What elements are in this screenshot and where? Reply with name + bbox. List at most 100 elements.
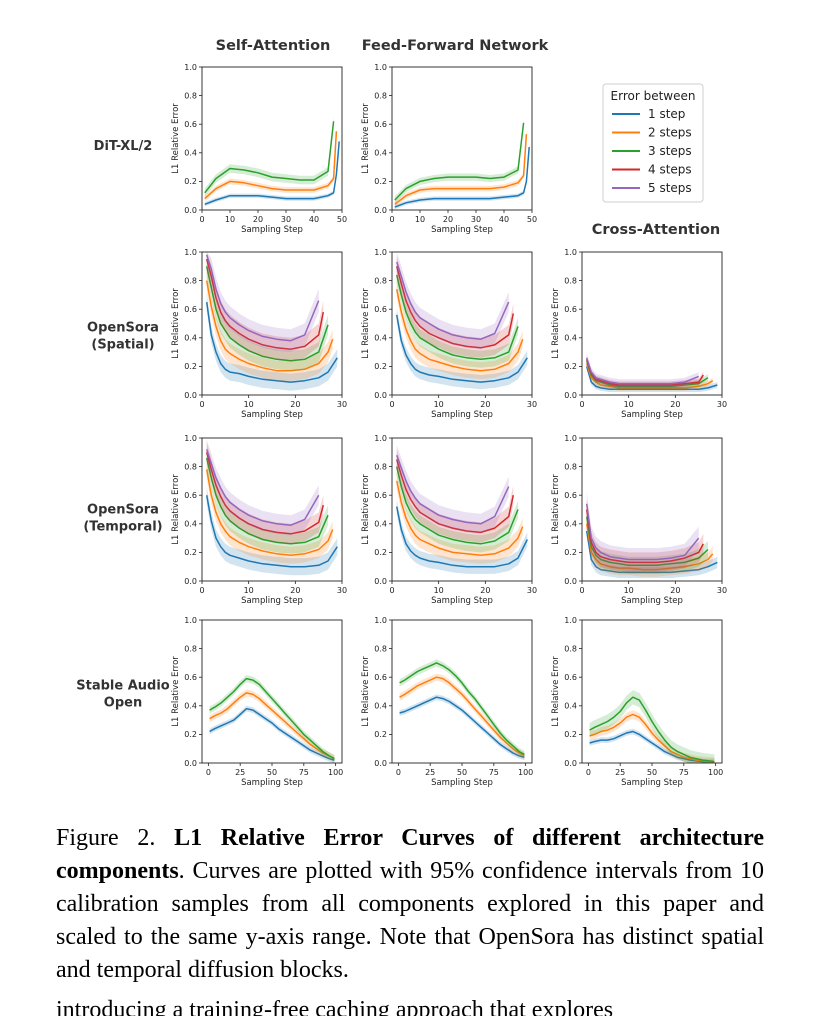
- x-tick-label: 0: [206, 768, 211, 777]
- ci-band: [586, 353, 699, 388]
- y-tick-label: 0.8: [374, 462, 387, 471]
- x-tick-label: 25: [615, 768, 625, 777]
- legend-entry: 3 steps: [648, 144, 692, 158]
- axes-frame: [391, 437, 533, 582]
- series-line: [589, 713, 715, 763]
- series-line: [585, 360, 709, 388]
- ci-band: [399, 659, 525, 758]
- series-line: [395, 314, 528, 383]
- x-tick-label: 100: [328, 768, 343, 777]
- row-label: (Temporal): [83, 520, 162, 535]
- ci-band: [206, 252, 324, 361]
- series-line: [205, 469, 334, 557]
- y-tick-label: 0.2: [374, 177, 387, 186]
- legend: Error between 1 step 2 steps 3 steps 4 steps…: [602, 83, 704, 203]
- x-tick-label: 75: [489, 768, 499, 777]
- series-line: [395, 261, 510, 340]
- panel-dit_ffn: 0.0 0.2 0.4 0.6 0.8 1.0 0 10 20 30 40 50 Sampling St…: [361, 63, 537, 235]
- x-tick-label: 50: [337, 215, 347, 224]
- x-tick-label: 100: [518, 768, 533, 777]
- y-tick-label: 0.6: [374, 305, 387, 314]
- caption-bold: L1 Relative Error Curves of different ar…: [56, 825, 764, 884]
- ci-band: [206, 439, 319, 536]
- ci-band: [204, 128, 337, 202]
- ci-band: [206, 460, 333, 564]
- x-tick-label: 20: [670, 586, 680, 595]
- y-tick-label: 0.2: [374, 730, 387, 739]
- caption-label: Figure 2.: [56, 825, 156, 851]
- row-label: OpenSora: [87, 321, 159, 336]
- y-tick-label: 0.8: [374, 276, 387, 285]
- panel-os_tp_sa: 0.0 0.2 0.4 0.6 0.8 1.0 0 10 20 30 Sampling Step L1…: [171, 434, 347, 606]
- series-line: [394, 134, 528, 205]
- column-titles: Self-Attention Feed-Forward Network Cross-…: [216, 38, 721, 238]
- y-tick-label: 0.2: [564, 548, 577, 557]
- x-tick-label: 75: [299, 768, 309, 777]
- x-tick-label: 0: [389, 400, 394, 409]
- chart-panels: 0.0 0.2 0.4 0.6 0.8 1.0 0 10 20 30 40 50 Sampling St…: [171, 63, 727, 788]
- x-tick-label: 20: [480, 586, 490, 595]
- ci-band: [586, 360, 713, 391]
- series-line: [399, 662, 525, 756]
- y-tick-label: 0.4: [564, 334, 577, 343]
- axes-frame: [201, 66, 343, 211]
- x-tick-label: 40: [499, 215, 509, 224]
- x-axis-label: Sampling Step: [431, 410, 493, 420]
- ci-band: [206, 256, 328, 371]
- panel-os_sp_ffn: 0.0 0.2 0.4 0.6 0.8 1.0 0 10 20 30 Sampling Step L1…: [361, 248, 537, 420]
- x-tick-label: 10: [624, 586, 634, 595]
- ci-band: [586, 492, 699, 571]
- y-tick-label: 0.4: [374, 520, 387, 529]
- y-tick-label: 0.4: [374, 702, 387, 711]
- x-tick-label: 20: [290, 400, 300, 409]
- series-line: [395, 454, 510, 525]
- series-line: [204, 121, 335, 194]
- y-tick-label: 1.0: [184, 63, 197, 72]
- y-tick-label: 0.0: [184, 391, 197, 400]
- ci-band: [396, 499, 528, 574]
- ci-band: [396, 307, 528, 390]
- series-line: [585, 357, 699, 385]
- y-tick-label: 0.2: [374, 362, 387, 371]
- ci-band: [399, 694, 525, 761]
- x-tick-label: 100: [708, 768, 723, 777]
- x-tick-label: 0: [389, 215, 394, 224]
- y-axis-label: L1 Relative Error: [171, 474, 181, 545]
- y-tick-label: 0.0: [374, 759, 387, 768]
- ci-band: [586, 499, 704, 573]
- x-tick-label: 30: [527, 400, 537, 409]
- y-axis-label: L1 Relative Error: [361, 474, 371, 545]
- x-tick-label: 0: [199, 586, 204, 595]
- row-label: Open: [104, 696, 142, 711]
- panel-os_sp_sa: 0.0 0.2 0.4 0.6 0.8 1.0 0 10 20 30 Sampling Step L1…: [171, 248, 347, 420]
- axes-frame: [201, 619, 343, 764]
- series-line: [205, 449, 320, 526]
- y-tick-label: 0.0: [564, 391, 577, 400]
- panel-os_tp_ffn: 0.0 0.2 0.4 0.6 0.8 1.0 0 10 20 30 Sampling Step L1…: [361, 434, 537, 606]
- series-line: [585, 359, 704, 386]
- series-line: [395, 266, 515, 349]
- series-line: [585, 366, 718, 391]
- x-tick-label: 10: [415, 215, 425, 224]
- series-line: [205, 254, 320, 342]
- x-tick-label: 50: [527, 215, 537, 224]
- ci-band: [206, 293, 338, 391]
- y-tick-label: 0.4: [564, 702, 577, 711]
- x-tick-label: 20: [480, 400, 490, 409]
- row-label: Stable Audio: [76, 679, 170, 694]
- x-tick-label: 0: [396, 768, 401, 777]
- y-tick-label: 0.4: [184, 702, 197, 711]
- series-line: [585, 516, 709, 567]
- panel-os_tp_ca: 0.0 0.2 0.4 0.6 0.8 1.0 0 10 20 30 Sampling Step L1…: [551, 434, 727, 606]
- column-title: Feed-Forward Network: [362, 38, 549, 54]
- y-axis-label: L1 Relative Error: [361, 656, 371, 727]
- y-tick-label: 1.0: [374, 616, 387, 625]
- y-tick-label: 1.0: [374, 63, 387, 72]
- series-line: [585, 523, 714, 571]
- y-tick-label: 0.8: [564, 644, 577, 653]
- column-title: Cross-Attention: [592, 222, 720, 238]
- x-axis-label: Sampling Step: [241, 596, 303, 606]
- y-tick-label: 0.8: [374, 644, 387, 653]
- y-tick-label: 0.0: [564, 759, 577, 768]
- series-line: [209, 677, 335, 760]
